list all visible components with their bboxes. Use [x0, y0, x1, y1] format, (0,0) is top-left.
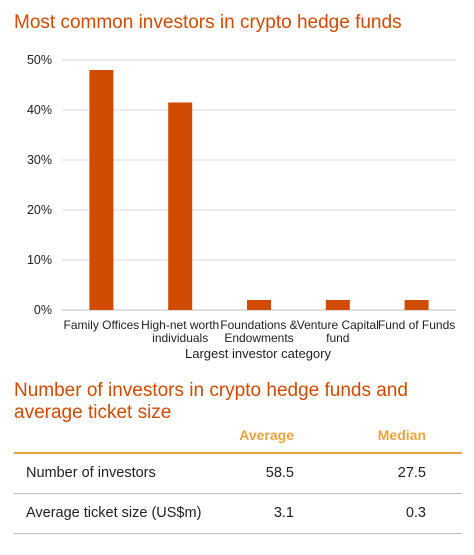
row-average: 58.5 [265, 465, 294, 481]
x-axis-label: Largest investor category [185, 346, 331, 361]
x-tick-label: Foundations & Endowments [220, 318, 297, 345]
table-title: Number of investors in crypto hedge fund… [14, 380, 408, 423]
bars [89, 70, 429, 310]
x-tick-label: High-net worth individuals [141, 318, 219, 345]
row-median: 27.5 [397, 465, 426, 481]
header-average: Average [239, 427, 294, 443]
table-header: Average Median [14, 424, 462, 454]
y-axis-ticks: 0% 10% 20% 30% 40% 50% [27, 53, 52, 317]
row-label: Average ticket size (US$m) [26, 505, 202, 521]
bar [168, 102, 193, 310]
grid-lines [62, 59, 456, 311]
bar-chart: 0% 10% 20% 30% 40% 50% Family Offices High-net… [27, 53, 456, 361]
header-median: Median [377, 427, 426, 443]
x-tick-label: Venture Capital fund [297, 318, 379, 345]
row-average: 3.1 [273, 505, 294, 521]
row-label: Number of investors [26, 465, 156, 481]
x-axis-ticks: Family Offices High-net worth individualsF… [64, 318, 456, 345]
y-tick-label: 50% [27, 53, 52, 67]
row-median: 0.3 [405, 505, 426, 521]
x-tick-label: Fund of Funds [378, 318, 455, 332]
y-tick-label: 0% [34, 303, 52, 317]
bar [404, 300, 429, 310]
x-tick-label: Family Offices [64, 318, 140, 332]
table-row-number-of-investors: Number of investors 58.5 27.5 [14, 454, 462, 494]
bar [247, 300, 271, 310]
investor-table: Average Median Number of investors 58.5 … [14, 424, 462, 534]
bar [89, 70, 114, 310]
y-tick-label: 40% [27, 103, 52, 117]
y-tick-label: 10% [27, 253, 52, 267]
chart-title: Most common investors in crypto hedge fu… [14, 12, 402, 33]
bar [325, 300, 350, 310]
y-tick-label: 20% [27, 203, 52, 217]
table-row-average-ticket-size: Average ticket size (US$m) 3.1 0.3 [14, 494, 462, 534]
y-tick-label: 30% [27, 153, 52, 167]
